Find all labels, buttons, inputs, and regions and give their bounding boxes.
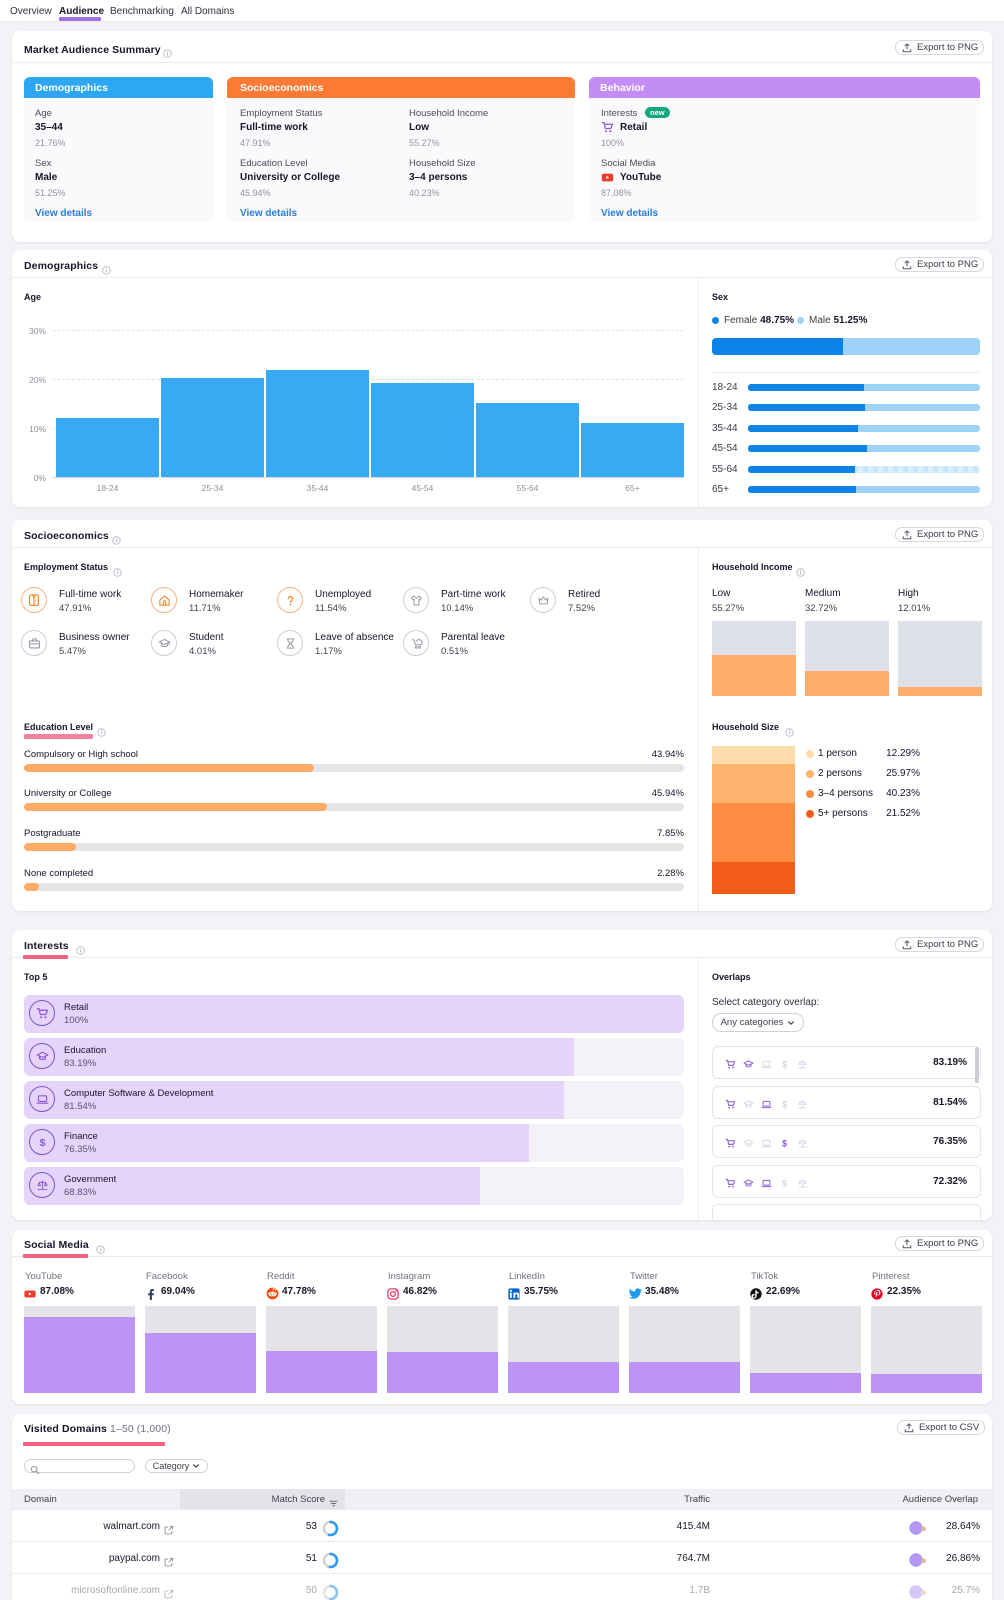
svg-text:$: $ (782, 1139, 787, 1149)
svg-text:$: $ (39, 1137, 45, 1149)
svg-text:$: $ (782, 1099, 787, 1109)
svg-text:$: $ (782, 1178, 787, 1188)
svg-text:$: $ (782, 1060, 787, 1070)
